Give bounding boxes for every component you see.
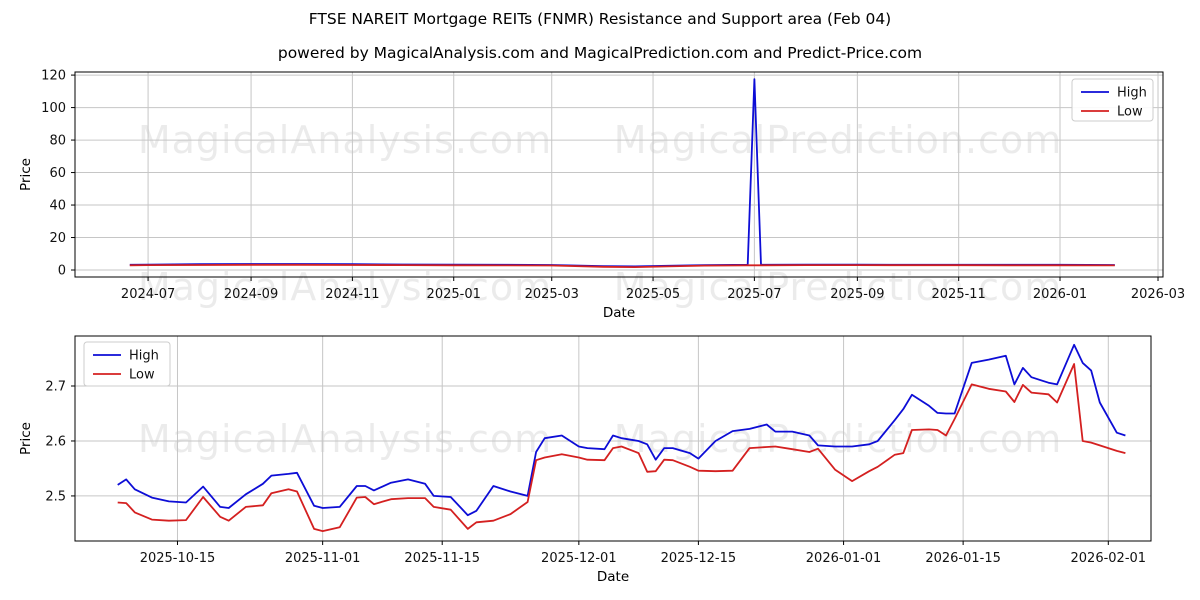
x-tick-label: 2025-07: [727, 287, 781, 302]
legend-label: Low: [129, 368, 155, 383]
figure-title: FTSE NAREIT Mortgage REITs (FNMR) Resist…: [308, 10, 892, 28]
plot-border: [74, 335, 1152, 542]
x-tick-label: 2025-09: [830, 287, 884, 302]
x-tick-label: 2024-07: [121, 287, 175, 302]
x-tick-label: 2026-01-15: [925, 551, 1001, 566]
y-tick-label: 2.7: [45, 380, 66, 395]
y-axis-label: Price: [18, 422, 34, 455]
x-tick-label: 2025-11: [932, 287, 986, 302]
y-tick-label: 60: [49, 166, 66, 181]
x-tick-label: 2024-11: [325, 287, 379, 302]
low-line: [117, 363, 1126, 532]
legend-label: High: [129, 349, 159, 364]
x-tick-label: 2025-12-15: [661, 551, 737, 566]
x-tick-label: 2025-10-15: [140, 551, 216, 566]
y-tick-label: 20: [49, 231, 66, 246]
y-tick-label: 100: [41, 101, 66, 116]
x-tick-label: 2025-03: [525, 287, 579, 302]
y-tick-label: 2.6: [45, 434, 66, 449]
chart-detail: MagicalAnalysis.com MagicalPrediction.com…: [18, 335, 1152, 585]
x-tick-label: 2025-01: [427, 287, 481, 302]
x-tick-label: 2024-09: [224, 287, 278, 302]
legend-label: Low: [1117, 105, 1143, 120]
x-tick-label: 2026-02-01: [1071, 551, 1147, 566]
legend: High Low: [1071, 78, 1154, 122]
plot-border: [74, 71, 1164, 278]
y-tick-label: 80: [49, 134, 66, 149]
x-tick-label: 2026-03: [1131, 287, 1185, 302]
legend: High Low: [83, 341, 171, 387]
legend-label: High: [1117, 86, 1147, 101]
watermark-text: MagicalPrediction.com: [614, 265, 1063, 309]
watermark-text: MagicalAnalysis.com: [138, 417, 552, 461]
x-tick-label: 2025-05: [626, 287, 680, 302]
high-line: [117, 343, 1126, 517]
watermark-text: MagicalPrediction.com: [614, 417, 1063, 461]
y-tick-label: 0: [58, 264, 66, 279]
figure-subtitle: powered by MagicalAnalysis.com and Magic…: [277, 44, 923, 62]
watermark-text: MagicalAnalysis.com: [138, 265, 552, 309]
legend-box: [83, 341, 171, 387]
low-line: [129, 263, 1115, 269]
x-axis-label: Date: [603, 305, 635, 321]
y-axis-label: Price: [18, 158, 34, 191]
x-tick-label: 2026-01: [1033, 287, 1087, 302]
x-tick-label: 2025-12-01: [541, 551, 617, 566]
x-tick-label: 2025-11-01: [285, 551, 361, 566]
x-axis-label: Date: [597, 569, 629, 585]
chart-overview: MagicalAnalysis.com MagicalPrediction.com…: [18, 69, 1185, 321]
y-tick-label: 120: [41, 69, 66, 84]
x-tick-label: 2025-11-15: [404, 551, 480, 566]
y-tick-label: 40: [49, 199, 66, 214]
x-tick-label: 2026-01-01: [806, 551, 882, 566]
y-tick-label: 2.5: [45, 489, 66, 504]
